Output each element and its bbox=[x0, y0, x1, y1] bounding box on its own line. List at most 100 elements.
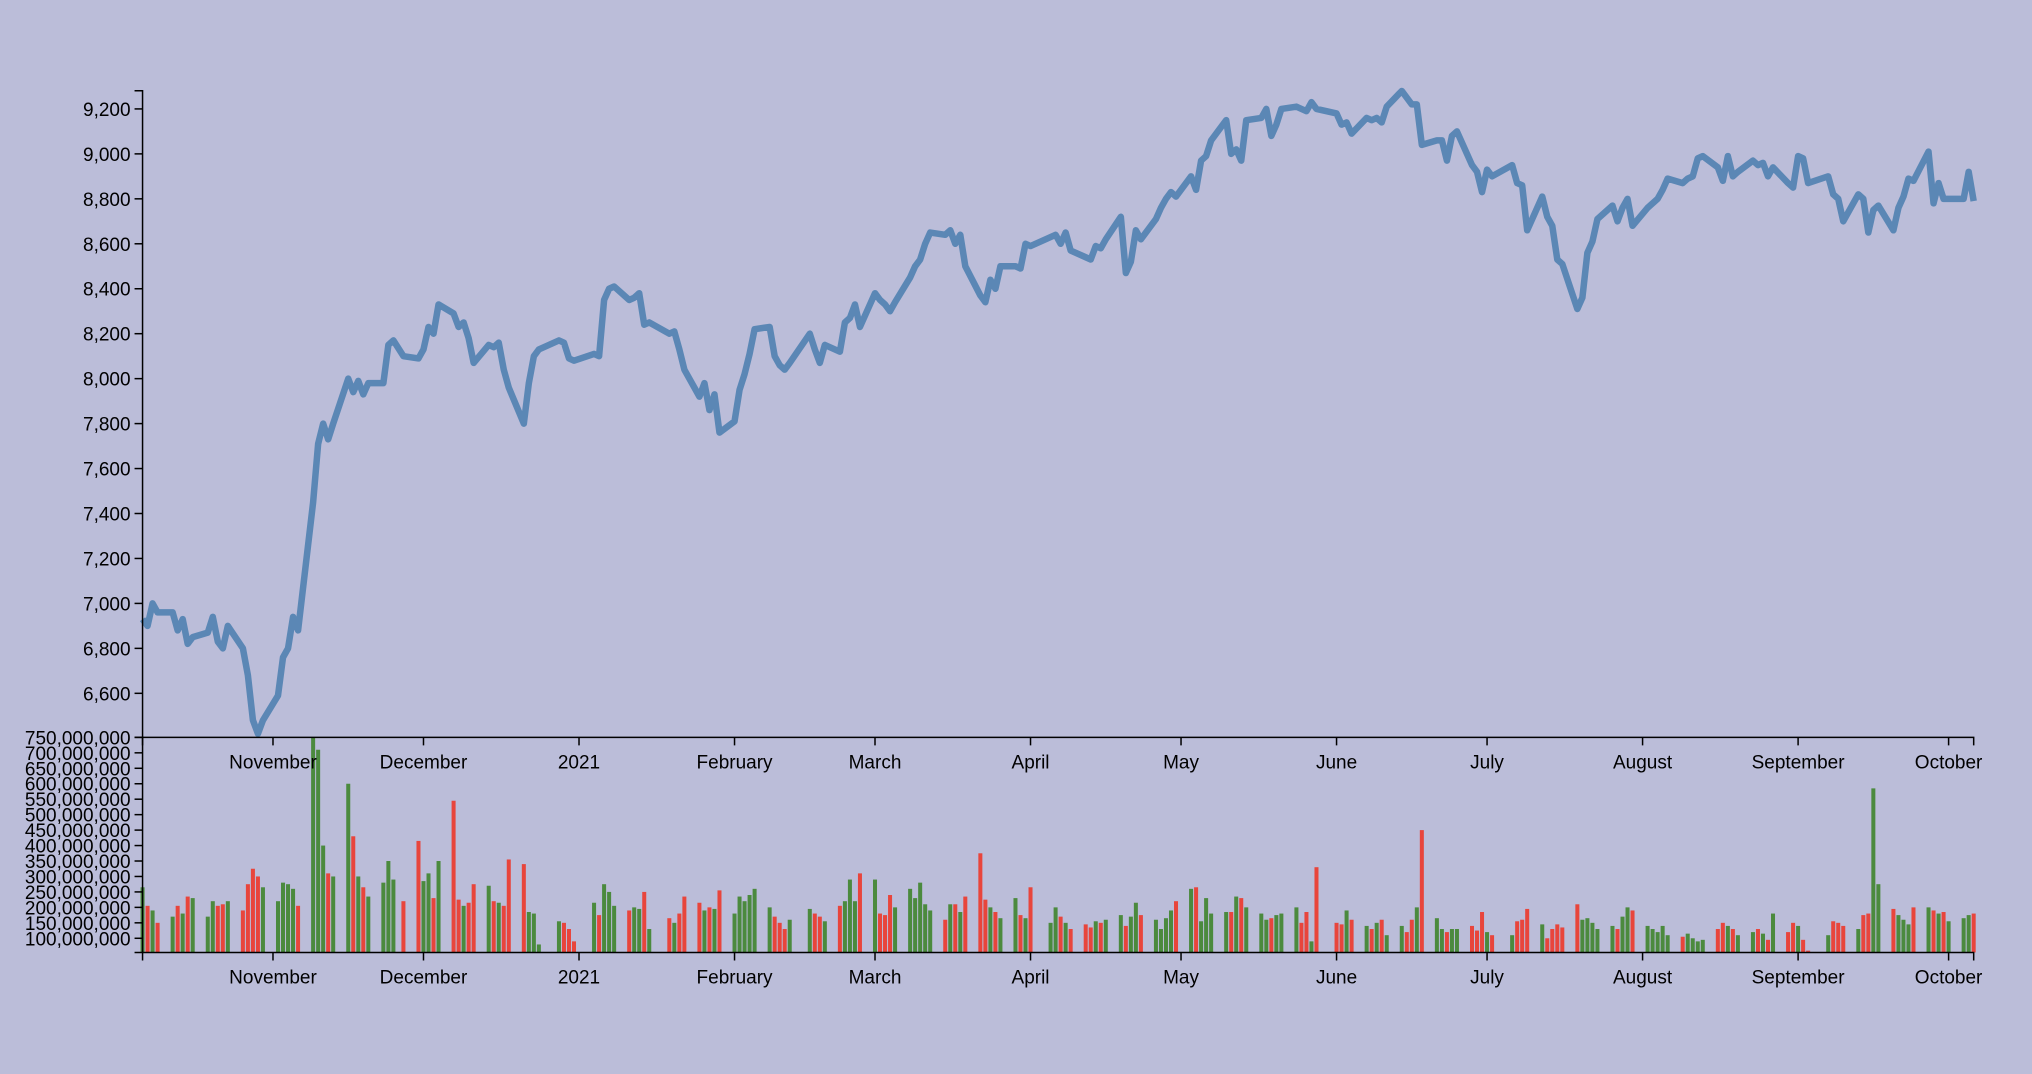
volume-bar bbox=[1786, 932, 1791, 953]
volume-bar bbox=[1680, 936, 1685, 953]
volume-bar bbox=[155, 922, 160, 953]
volume-bar bbox=[883, 915, 888, 953]
volume-bar bbox=[1520, 919, 1525, 953]
volume-bar bbox=[1469, 925, 1475, 953]
volume-bar bbox=[732, 913, 737, 953]
volume-bar bbox=[1690, 938, 1695, 953]
y2-tick-label: 100,000,000 bbox=[25, 929, 131, 950]
volume-bar bbox=[1560, 927, 1565, 953]
volume-bar bbox=[1269, 918, 1274, 953]
volume-bar bbox=[1901, 919, 1906, 953]
volume-bar bbox=[1439, 929, 1444, 953]
volume-bar bbox=[1018, 915, 1023, 953]
volume-bar bbox=[1615, 929, 1620, 953]
price-line bbox=[139, 87, 1977, 738]
volume-bar bbox=[1760, 933, 1765, 953]
x-tick-label: October bbox=[1915, 968, 1983, 989]
y-tick-label: 7,000 bbox=[83, 594, 131, 615]
volume-bar bbox=[1123, 925, 1128, 953]
volume-bar bbox=[321, 845, 326, 953]
volume-bar bbox=[1906, 924, 1911, 953]
volume-bar bbox=[1419, 830, 1424, 953]
volume-bar bbox=[943, 919, 948, 953]
x-tick-label: August bbox=[1613, 752, 1673, 773]
volume-bar bbox=[1926, 907, 1931, 953]
y-tick-label: 8,200 bbox=[83, 325, 131, 346]
volume-bar bbox=[1259, 913, 1264, 953]
volume-bar bbox=[1971, 913, 1976, 953]
volume-bar bbox=[1158, 929, 1163, 953]
y-tick-label: 7,200 bbox=[83, 549, 131, 570]
volume-bar bbox=[426, 873, 431, 953]
volume-bar bbox=[1575, 904, 1580, 953]
y2-tick-label: 350,000,000 bbox=[25, 852, 131, 873]
y-tick-label: 9,200 bbox=[83, 100, 131, 121]
x-tick-label: June bbox=[1316, 968, 1357, 989]
volume-bar bbox=[988, 907, 993, 953]
volume-bar bbox=[1404, 932, 1409, 953]
volume-bar bbox=[717, 890, 722, 953]
volume-bar bbox=[1515, 921, 1520, 953]
volume-bar bbox=[1163, 918, 1168, 953]
x-tick-label: April bbox=[1012, 968, 1050, 989]
volume-bar bbox=[456, 899, 461, 953]
volume-bar bbox=[1911, 907, 1916, 953]
volume-bar bbox=[998, 918, 1003, 953]
volume-bar bbox=[918, 882, 923, 953]
volume-bar bbox=[1013, 898, 1018, 953]
volume-bar bbox=[1229, 912, 1234, 953]
volume-bar bbox=[1454, 929, 1459, 953]
volume-bar bbox=[1088, 927, 1093, 953]
y2-tick-label: 700,000,000 bbox=[25, 744, 131, 765]
y-tick-label: 8,000 bbox=[83, 370, 131, 391]
volume-bar bbox=[1138, 915, 1143, 953]
volume-bar bbox=[923, 904, 928, 953]
volume-bar bbox=[592, 902, 597, 953]
x-tick-label: February bbox=[697, 752, 774, 773]
volume-bar bbox=[612, 905, 617, 953]
volume-bar bbox=[1384, 935, 1389, 953]
volume-bar bbox=[1946, 921, 1951, 953]
volume-bar bbox=[672, 922, 677, 953]
volume-bar bbox=[1765, 939, 1771, 953]
volume-bar bbox=[1630, 910, 1635, 953]
volume-bar bbox=[1891, 908, 1896, 953]
volume-bar bbox=[1730, 929, 1735, 953]
volume-bar bbox=[1645, 925, 1650, 953]
volume-bar bbox=[777, 922, 782, 953]
x-tick-label: May bbox=[1163, 968, 1199, 989]
volume-bar bbox=[1665, 935, 1670, 953]
volume-bar bbox=[812, 913, 817, 953]
volume-bar bbox=[150, 910, 155, 953]
volume-bar bbox=[667, 918, 672, 953]
volume-bar bbox=[1590, 922, 1595, 953]
volume-bar bbox=[767, 907, 772, 953]
volume-bar bbox=[1545, 938, 1550, 953]
volume-bar bbox=[642, 891, 647, 953]
y2-tick-label: 300,000,000 bbox=[25, 867, 131, 888]
volume-bar bbox=[1525, 908, 1530, 953]
volume-bar bbox=[1299, 922, 1304, 953]
volume-bar bbox=[1349, 919, 1354, 953]
volume-bar bbox=[185, 896, 190, 953]
volume-bar bbox=[1791, 922, 1796, 953]
volume-x-axis bbox=[141, 951, 1975, 961]
volume-bar bbox=[682, 896, 687, 953]
volume-bar bbox=[1239, 898, 1244, 953]
volume-bar bbox=[1168, 910, 1174, 953]
volume-bar bbox=[1866, 913, 1871, 953]
volume-bar bbox=[180, 913, 185, 953]
volume-bar bbox=[1876, 884, 1881, 953]
volume-bar bbox=[888, 895, 893, 953]
volume-bar bbox=[1896, 915, 1901, 953]
volume-bar bbox=[240, 910, 245, 953]
x-tick-label: November bbox=[229, 752, 317, 773]
y2-tick-label: 750,000,000 bbox=[25, 728, 131, 749]
volume-bar bbox=[772, 916, 777, 953]
volume-bar bbox=[416, 840, 421, 953]
volume-bar bbox=[421, 881, 426, 953]
volume-bar bbox=[637, 908, 642, 953]
volume-bar bbox=[1826, 935, 1831, 953]
volume-bar bbox=[1294, 907, 1299, 953]
